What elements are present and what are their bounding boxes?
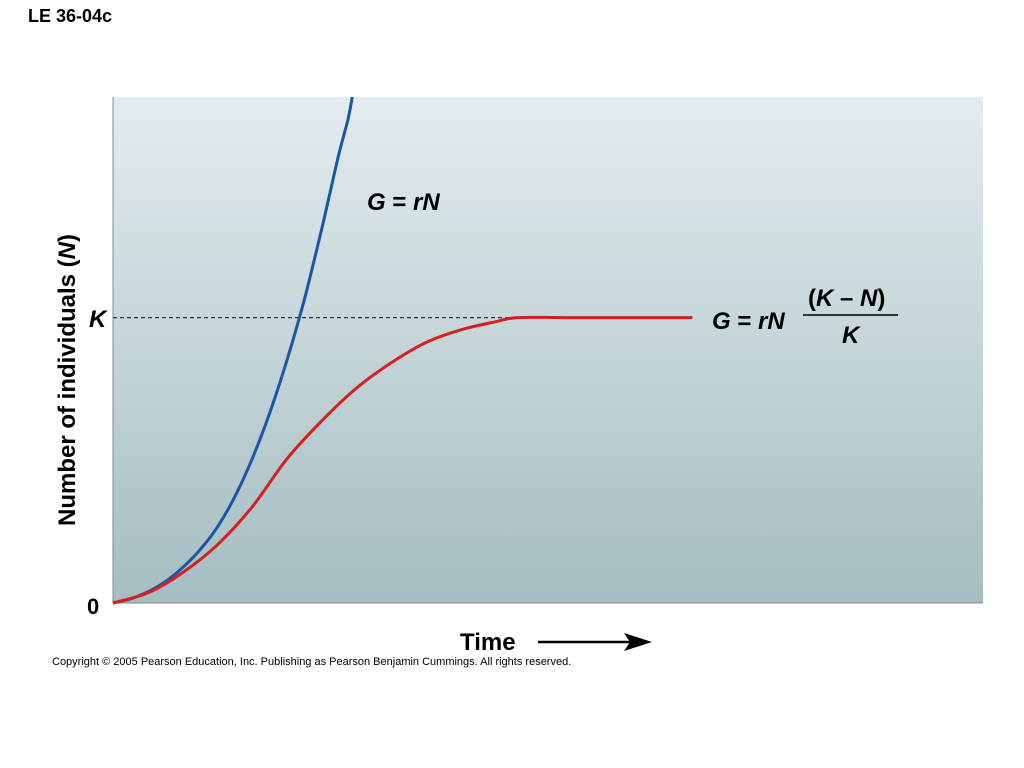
logistic-growth-curve [112, 315, 693, 605]
y-origin-label: 0 [87, 594, 99, 619]
plot-background [113, 97, 983, 603]
y-axis-label: Number of individuals (N) [54, 234, 81, 526]
figure-label: LE 36-04c [28, 6, 113, 26]
k-tick-label: K [89, 306, 108, 333]
time-arrow-icon [538, 633, 652, 651]
svg-text:(K – N): (K – N) [808, 285, 885, 312]
copyright-notice: Copyright © 2005 Pearson Education, Inc.… [52, 656, 572, 668]
exponential-equation: G = rN [367, 189, 440, 216]
x-axis-label: Time [460, 629, 516, 656]
logistic-equation: G = rN (K – N) K [712, 285, 898, 349]
svg-text:G = rN: G = rN [712, 308, 785, 335]
svg-text:K: K [842, 322, 861, 349]
